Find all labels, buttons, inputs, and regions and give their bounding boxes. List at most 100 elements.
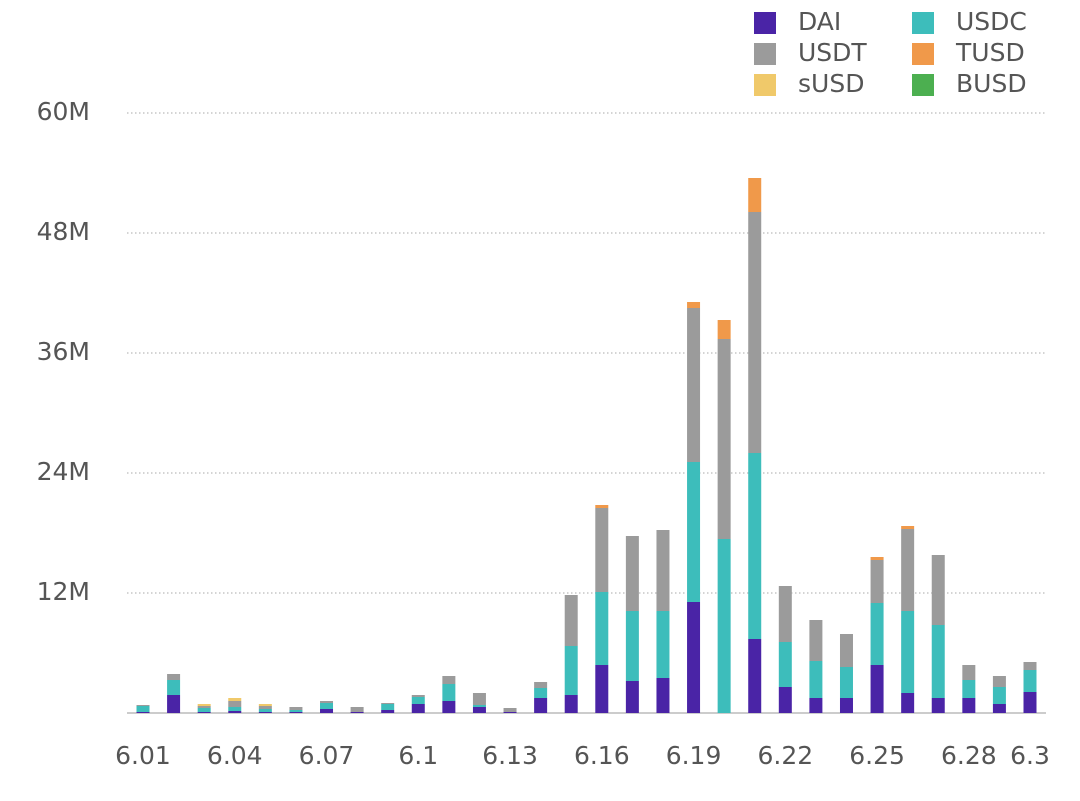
bar-segment [778, 642, 792, 687]
bar-segment [931, 698, 945, 713]
bar-segment [472, 693, 486, 705]
bar-segment [197, 704, 211, 706]
bar-segment [717, 320, 731, 339]
bar-segment [1023, 670, 1037, 692]
bar-segment [687, 308, 701, 462]
legend-label: sUSD [798, 69, 864, 98]
legend-swatch [754, 12, 776, 34]
bar-segment [870, 665, 884, 713]
legend-swatch [754, 43, 776, 65]
bar-segment [595, 505, 609, 508]
bar-segment [534, 688, 548, 698]
legend-label: TUSD [955, 38, 1025, 67]
x-tick-label: 6.28 [941, 741, 997, 770]
y-tick-label: 60M [37, 97, 90, 126]
bar-segment [901, 611, 915, 693]
bar-segment [992, 704, 1006, 713]
bar-segment [595, 508, 609, 592]
legend-swatch [754, 74, 776, 96]
bar-segment [839, 634, 853, 667]
bar-segment [258, 709, 272, 712]
bar-segment [748, 212, 762, 453]
bar-segment [442, 676, 456, 684]
bar-segment [656, 530, 670, 611]
bar-segment [350, 707, 364, 712]
bar-segment [901, 526, 915, 529]
y-tick-label: 48M [37, 217, 90, 246]
x-tick-label: 6.04 [207, 741, 263, 770]
bar-segment [289, 707, 303, 710]
bar-segment [564, 695, 578, 713]
bar-segment [992, 687, 1006, 704]
bar-segment [167, 695, 181, 713]
bar-segment [656, 611, 670, 678]
bar-segment [442, 684, 456, 701]
bar-segment [411, 697, 425, 704]
bar-segment [962, 680, 976, 698]
bar-segment [839, 667, 853, 698]
bar-segment [625, 681, 639, 713]
bar-segment [778, 687, 792, 713]
bar-segment [320, 709, 334, 713]
x-tick-label: 6.3 [1010, 741, 1050, 770]
bar-segment [748, 178, 762, 212]
legend-label: BUSD [956, 69, 1027, 98]
bar-segment [564, 595, 578, 646]
bar-segment [687, 302, 701, 308]
bar-segment [136, 712, 150, 713]
bar-segment [472, 707, 486, 713]
x-tick-label: 6.16 [574, 741, 630, 770]
bar-segment [228, 698, 242, 701]
bar-segment [136, 706, 150, 712]
bar-segment [870, 557, 884, 560]
bar-segment [472, 705, 486, 707]
bar-segment [564, 646, 578, 695]
legend-label: USDC [956, 7, 1027, 36]
bar-segment [350, 712, 364, 713]
bar-segment [197, 708, 211, 712]
bar-segment [197, 712, 211, 713]
bar-segment [870, 603, 884, 665]
legend-swatch [912, 74, 934, 96]
legend-label: DAI [798, 7, 841, 36]
bar-segment [870, 560, 884, 603]
y-tick-label: 24M [37, 457, 90, 486]
bar-segment [411, 695, 425, 697]
bar-segment [258, 704, 272, 706]
bar-segment [136, 705, 150, 706]
bar-segment [809, 661, 823, 698]
bar-segment [901, 529, 915, 611]
bar-segment [962, 665, 976, 680]
bar-segment [809, 620, 823, 661]
bar-segment [625, 536, 639, 611]
x-tick-label: 6.25 [849, 741, 905, 770]
bar-segment [534, 698, 548, 713]
bar-segment [320, 701, 334, 703]
x-tick-label: 6.01 [115, 741, 171, 770]
bar-segment [839, 698, 853, 713]
bar-segment [503, 708, 517, 712]
bar-segment [595, 665, 609, 713]
bar-segment [931, 625, 945, 698]
x-tick-label: 6.1 [398, 741, 438, 770]
bar-segment [167, 680, 181, 695]
bar-segment [228, 707, 242, 711]
bar-segment [595, 592, 609, 665]
bar-segment [289, 710, 303, 712]
bar-segment [687, 602, 701, 713]
bar-segment [197, 706, 211, 708]
bar-segment [748, 453, 762, 639]
bar-segment [442, 701, 456, 713]
bar-segment [411, 704, 425, 713]
bar-segment [901, 693, 915, 713]
bar-segment [748, 639, 762, 713]
bar-segment [687, 462, 701, 602]
bar-segment [320, 703, 334, 709]
bar-segment [931, 555, 945, 625]
x-tick-label: 6.07 [299, 741, 355, 770]
bar-segment [534, 682, 548, 688]
legend-swatch [912, 12, 934, 34]
bar-segment [625, 611, 639, 681]
legend-label: USDT [798, 38, 867, 67]
